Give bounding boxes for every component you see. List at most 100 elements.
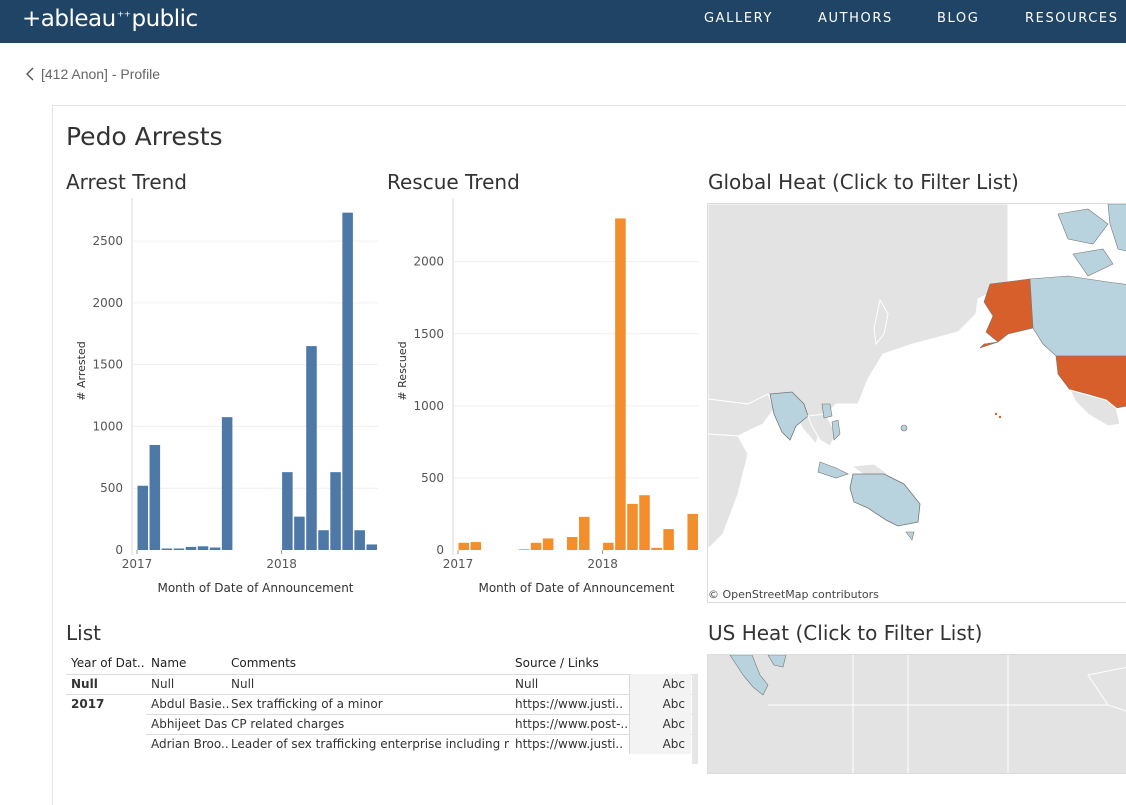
land-hudson[interactable] xyxy=(1087,665,1126,715)
cell-year: Null xyxy=(71,677,98,691)
land-myanmar[interactable] xyxy=(821,403,833,419)
bar-2017-04[interactable] xyxy=(173,548,185,550)
cell-comments[interactable]: Sex trafficking of a minor xyxy=(231,697,383,711)
y-tick-label: 2500 xyxy=(92,234,123,248)
cell-year: 2017 xyxy=(71,697,105,711)
land-japan[interactable] xyxy=(873,298,889,346)
rescue-trend-title: Rescue Trend xyxy=(387,170,520,194)
y-tick-label: 1500 xyxy=(92,358,123,372)
bar-2017-06[interactable] xyxy=(197,546,209,550)
nav-resources[interactable]: RESOURCES xyxy=(1025,11,1119,26)
bar-2018-03[interactable] xyxy=(627,503,638,550)
land-baffin[interactable] xyxy=(1107,204,1126,254)
bar-2017-08[interactable] xyxy=(542,538,554,550)
bar-2018-01[interactable] xyxy=(282,472,293,550)
chevron-left-icon xyxy=(26,67,34,81)
nav-gallery[interactable]: GALLERY xyxy=(704,11,774,26)
dashboard-title: Pedo Arrests xyxy=(66,122,223,151)
bar-2017-11[interactable] xyxy=(579,516,590,550)
bar-2018-04[interactable] xyxy=(639,495,650,550)
cell-abc: Abc xyxy=(629,674,691,694)
bar-2017-02[interactable] xyxy=(470,542,482,550)
land-hawaii-2[interactable] xyxy=(998,415,1002,419)
bar-2018-04[interactable] xyxy=(318,530,329,550)
land-arctic-islands[interactable] xyxy=(1057,208,1109,245)
bar-2017-03[interactable] xyxy=(161,548,173,550)
bar-2018-08[interactable] xyxy=(687,513,698,550)
y-tick-label: 0 xyxy=(436,543,444,557)
logo-text: +ableau xyxy=(22,6,116,32)
bar-2018-05[interactable] xyxy=(651,547,662,550)
cell-comments[interactable]: CP related charges xyxy=(231,717,345,731)
bar-2017-10[interactable] xyxy=(566,537,578,550)
y-axis-title-arrested: # Arrested xyxy=(75,341,88,400)
col-header-year[interactable]: Year of Dat.. xyxy=(71,656,145,670)
cell-name[interactable]: Abdul Basie.. xyxy=(151,697,229,711)
bar-2018-02[interactable] xyxy=(615,218,626,550)
land-indonesia[interactable] xyxy=(817,461,849,479)
land-hawaii[interactable] xyxy=(994,412,998,416)
bar-2017-01[interactable] xyxy=(137,485,149,550)
world-map-svg xyxy=(708,204,1126,550)
rescue-trend-chart[interactable]: 0 500 1000 1500 2000 2017 2018 Month of Date of… xyxy=(387,196,705,604)
cell-comments[interactable]: Null xyxy=(231,677,255,691)
nav-authors[interactable]: AUTHORS xyxy=(818,11,893,26)
land-vancouver-island[interactable] xyxy=(729,655,769,696)
land-aleutians[interactable] xyxy=(979,341,999,349)
bar-2017-08[interactable] xyxy=(221,417,233,550)
bar-2018-06[interactable] xyxy=(663,529,674,550)
land-victoria-island[interactable] xyxy=(1072,248,1114,277)
cell-source[interactable]: https://www.justi.. xyxy=(515,737,624,751)
bar-2018-02[interactable] xyxy=(294,516,305,550)
bar-2017-07[interactable] xyxy=(530,542,542,550)
land-india[interactable] xyxy=(769,391,809,441)
land-us-west[interactable] xyxy=(708,655,1126,774)
global-heat-title: Global Heat (Click to Filter List) xyxy=(708,170,1019,194)
bar-2018-03[interactable] xyxy=(306,346,317,550)
y-tick-label: 0 xyxy=(115,543,123,557)
global-heat-map[interactable] xyxy=(707,203,1126,603)
cell-source[interactable]: https://www.justi.. xyxy=(515,697,624,711)
us-heat-map[interactable] xyxy=(707,654,1126,774)
bar-2018-06[interactable] xyxy=(342,212,353,550)
col-header-comments[interactable]: Comments xyxy=(231,656,297,670)
land-philippines[interactable] xyxy=(831,419,841,441)
bar-2018-07[interactable] xyxy=(354,530,365,550)
bar-2018-01[interactable] xyxy=(603,542,614,550)
nav-blog[interactable]: BLOG xyxy=(937,11,980,26)
land-canada[interactable] xyxy=(1029,275,1126,357)
col-header-source[interactable]: Source / Links xyxy=(515,656,599,670)
cell-name[interactable]: Abhijeet Das xyxy=(151,717,228,731)
land-alaska[interactable] xyxy=(983,278,1034,343)
y-tick-label: 1500 xyxy=(413,327,444,341)
cell-name[interactable]: Adrian Broo.. xyxy=(151,737,229,751)
row-rule xyxy=(146,734,694,735)
x-axis-title: Month of Date of Announcement xyxy=(157,581,353,595)
land-tasmania[interactable] xyxy=(905,531,915,541)
cell-source[interactable]: Null xyxy=(515,677,539,691)
tableau-public-logo[interactable]: +ableau⁺⁺public xyxy=(22,6,198,32)
land-mexico[interactable] xyxy=(1069,389,1121,427)
osm-credit[interactable]: © OpenStreetMap contributors xyxy=(708,588,879,601)
y-tick-label: 1000 xyxy=(413,399,444,413)
bar-2017-01[interactable] xyxy=(458,542,470,550)
arrest-trend-chart[interactable]: 0 500 1000 1500 2000 2500 2017 2018 Month of Dat… xyxy=(66,196,384,604)
cell-abc: Abc xyxy=(629,734,691,754)
land-guam[interactable] xyxy=(900,424,908,432)
breadcrumb[interactable]: [412 Anon] - Profile xyxy=(24,66,160,82)
bar-2018-08[interactable] xyxy=(366,544,377,550)
table-scrollbar[interactable] xyxy=(692,674,698,764)
bar-2017-07[interactable] xyxy=(209,547,221,550)
land-bc-coast[interactable] xyxy=(767,655,787,668)
bar-2017-02[interactable] xyxy=(149,444,161,550)
x-tick-label: 2017 xyxy=(122,557,153,571)
cell-name[interactable]: Null xyxy=(151,677,175,691)
bar-2017-06[interactable] xyxy=(518,549,530,550)
land-africa[interactable] xyxy=(708,433,749,550)
land-australia[interactable] xyxy=(849,473,921,527)
cell-source[interactable]: https://www.post-.. xyxy=(515,717,627,731)
bar-2018-05[interactable] xyxy=(330,472,341,550)
bar-2017-05[interactable] xyxy=(185,546,197,550)
col-header-name[interactable]: Name xyxy=(151,656,187,670)
cell-comments[interactable]: Leader of sex trafficking enterprise inc… xyxy=(231,737,509,751)
